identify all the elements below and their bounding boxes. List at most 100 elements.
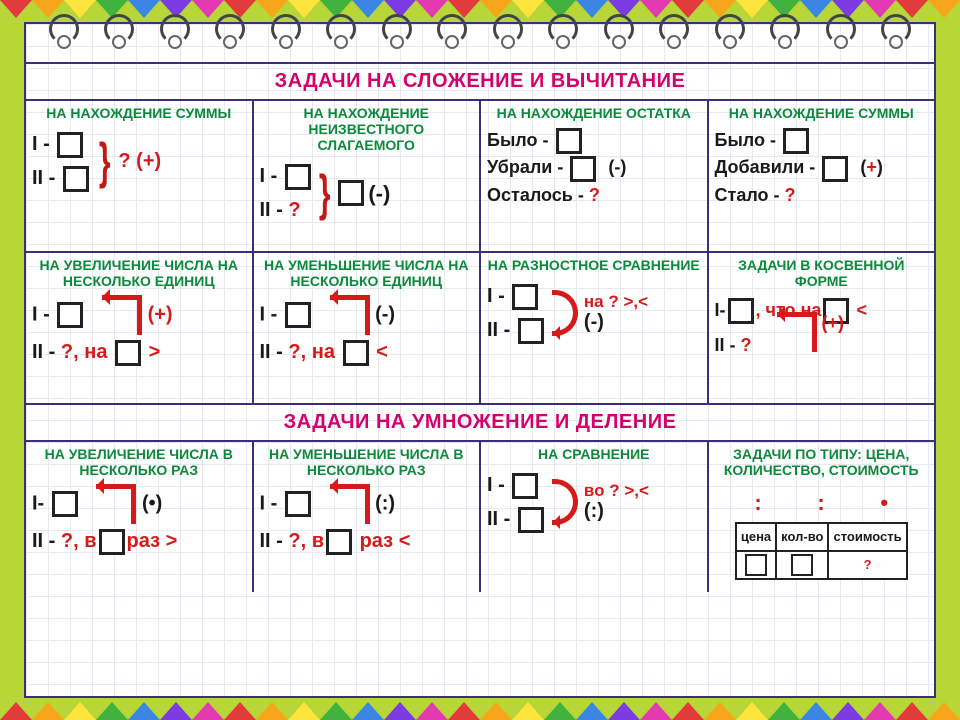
line2: Добавили - <box>715 157 816 177</box>
blank-box <box>822 156 848 182</box>
line3: Стало - <box>715 185 780 205</box>
blank-box <box>512 473 538 499</box>
line2: II - <box>487 508 510 530</box>
blank-box <box>57 132 83 158</box>
line1: Было - <box>487 130 549 150</box>
th1: цена <box>736 523 776 551</box>
cell-title: ЗАДАЧИ В КОСВЕННОЙ ФОРМЕ <box>715 257 929 289</box>
result: ? (+) <box>118 144 161 178</box>
content-area: ЗАДАЧИ НА СЛОЖЕНИЕ И ВЫЧИТАНИЕ НА НАХОЖД… <box>26 62 934 696</box>
cmp: < <box>376 341 388 363</box>
cell-3-2: НА УМЕНЬШЕНИЕ ЧИСЛА В НЕСКОЛЬКО РАЗ I - … <box>254 442 482 592</box>
cell-1-3: НА НАХОЖДЕНИЕ ОСТАТКА Было - Убрали - (-… <box>481 101 709 251</box>
line1: I - <box>32 303 50 325</box>
op: (-) <box>608 157 626 177</box>
line1: I - <box>260 303 278 325</box>
cell-1-2: НА НАХОЖДЕНИЕ НЕИЗВЕСТНОГО СЛАГАЕМОГО I … <box>254 101 482 251</box>
sym: : <box>754 484 761 521</box>
cell-1-4: НА НАХОЖДЕНИЕ СУММЫ Было - Добавили - (+… <box>709 101 935 251</box>
line1: I - <box>32 133 50 155</box>
op: (:) <box>584 500 649 522</box>
cell-1-1: НА НАХОЖДЕНИЕ СУММЫ I - II - } ? (+) <box>26 101 254 251</box>
row-1: НА НАХОЖДЕНИЕ СУММЫ I - II - } ? (+) НА … <box>26 101 934 253</box>
curve-arrow-icon <box>552 290 578 336</box>
blank-box <box>52 491 78 517</box>
cell-title: ЗАДАЧИ ПО ТИПУ: ЦЕНА, КОЛИЧЕСТВО, СТОИМО… <box>715 446 929 478</box>
line2: II - <box>32 167 55 189</box>
line1: I- <box>32 492 44 514</box>
price-table: цена кол-во стоимость ? <box>735 522 908 581</box>
blank-box <box>99 529 125 555</box>
line3: Осталось - <box>487 185 584 205</box>
op: (-) <box>584 311 648 333</box>
line2: II - <box>715 335 736 355</box>
cell-title: НА УВЕЛИЧЕНИЕ ЧИСЛА НА НЕСКОЛЬКО ЕДИНИЦ <box>32 257 246 289</box>
q: ? <box>288 199 300 221</box>
arrow-icon <box>330 484 370 524</box>
cell-title: НА НАХОЖДЕНИЕ СУММЫ <box>715 105 929 121</box>
line2: II - <box>32 530 55 552</box>
blank-box <box>556 128 582 154</box>
cell-title: НА УВЕЛИЧЕНИЕ ЧИСЛА В НЕСКОЛЬКО РАЗ <box>32 446 246 478</box>
q: ?, в <box>288 530 324 552</box>
arrow-icon <box>96 484 136 524</box>
cmp: > <box>149 341 161 363</box>
blank-box <box>791 554 813 576</box>
line1: I - <box>487 285 505 307</box>
line2: Убрали - <box>487 157 563 177</box>
notebook-sheet: ЗАДАЧИ НА СЛОЖЕНИЕ И ВЫЧИТАНИЕ НА НАХОЖД… <box>24 22 936 698</box>
q: ? <box>785 185 796 205</box>
spiral-binding <box>36 14 924 54</box>
arrow-icon <box>330 295 370 335</box>
cell-3-3: НА СРАВНЕНИЕ I - II - во ? >,< (:) <box>481 442 709 592</box>
line1: I - <box>260 492 278 514</box>
blank-box <box>518 318 544 344</box>
row-3: НА УВЕЛИЧЕНИЕ ЧИСЛА В НЕСКОЛЬКО РАЗ I- (… <box>26 442 934 592</box>
q: ?, в <box>61 530 97 552</box>
th3: стоимость <box>828 523 906 551</box>
brace-icon: } <box>319 176 331 211</box>
arrow-icon <box>777 312 817 352</box>
op: (-) <box>375 303 395 325</box>
sym: : <box>817 484 824 521</box>
line1: Было - <box>715 130 777 150</box>
th2: кол-во <box>776 523 828 551</box>
q: ? <box>741 335 752 355</box>
cell-2-2: НА УМЕНЬШЕНИЕ ЧИСЛА НА НЕСКОЛЬКО ЕДИНИЦ … <box>254 253 482 403</box>
op: + <box>866 157 877 177</box>
blank-box <box>783 128 809 154</box>
cell-title: НА УМЕНЬШЕНИЕ ЧИСЛА В НЕСКОЛЬКО РАЗ <box>260 446 474 478</box>
op: (+) <box>822 313 845 333</box>
blank-box <box>285 302 311 328</box>
q: на ? >,< <box>584 293 648 312</box>
line2: II - <box>260 199 283 221</box>
op: (-) <box>368 175 390 212</box>
cell-3-1: НА УВЕЛИЧЕНИЕ ЧИСЛА В НЕСКОЛЬКО РАЗ I- (… <box>26 442 254 592</box>
cell-title: НА НАХОЖДЕНИЕ НЕИЗВЕСТНОГО СЛАГАЕМОГО <box>260 105 474 153</box>
blank-box <box>343 340 369 366</box>
op: (•) <box>142 492 162 514</box>
blank-box <box>285 164 311 190</box>
cell-2-3: НА РАЗНОСТНОЕ СРАВНЕНИЕ I - II - на ? >,… <box>481 253 709 403</box>
blank-box <box>728 298 754 324</box>
blank-box <box>115 340 141 366</box>
cell-title: НА СРАВНЕНИЕ <box>487 446 701 462</box>
q: ?, на <box>61 341 108 363</box>
q: ? <box>864 557 872 572</box>
cell-title: НА НАХОЖДЕНИЕ СУММЫ <box>32 105 246 121</box>
section-title-1: ЗАДАЧИ НА СЛОЖЕНИЕ И ВЫЧИТАНИЕ <box>26 62 934 101</box>
bunting-bottom <box>0 702 960 720</box>
blank-box <box>326 529 352 555</box>
blank-box <box>63 166 89 192</box>
blank-box <box>570 156 596 182</box>
row-2: НА УВЕЛИЧЕНИЕ ЧИСЛА НА НЕСКОЛЬКО ЕДИНИЦ … <box>26 253 934 405</box>
curve-arrow-icon <box>552 479 578 525</box>
cell-2-4: ЗАДАЧИ В КОСВЕННОЙ ФОРМЕ I-, что на < II… <box>709 253 935 403</box>
line2: II - <box>487 319 510 341</box>
word: раз <box>360 530 394 552</box>
cell-2-1: НА УВЕЛИЧЕНИЕ ЧИСЛА НА НЕСКОЛЬКО ЕДИНИЦ … <box>26 253 254 403</box>
cell-3-4: ЗАДАЧИ ПО ТИПУ: ЦЕНА, КОЛИЧЕСТВО, СТОИМО… <box>709 442 935 592</box>
line2: II - <box>260 341 283 363</box>
blank-box <box>338 180 364 206</box>
sym: • <box>880 484 888 521</box>
